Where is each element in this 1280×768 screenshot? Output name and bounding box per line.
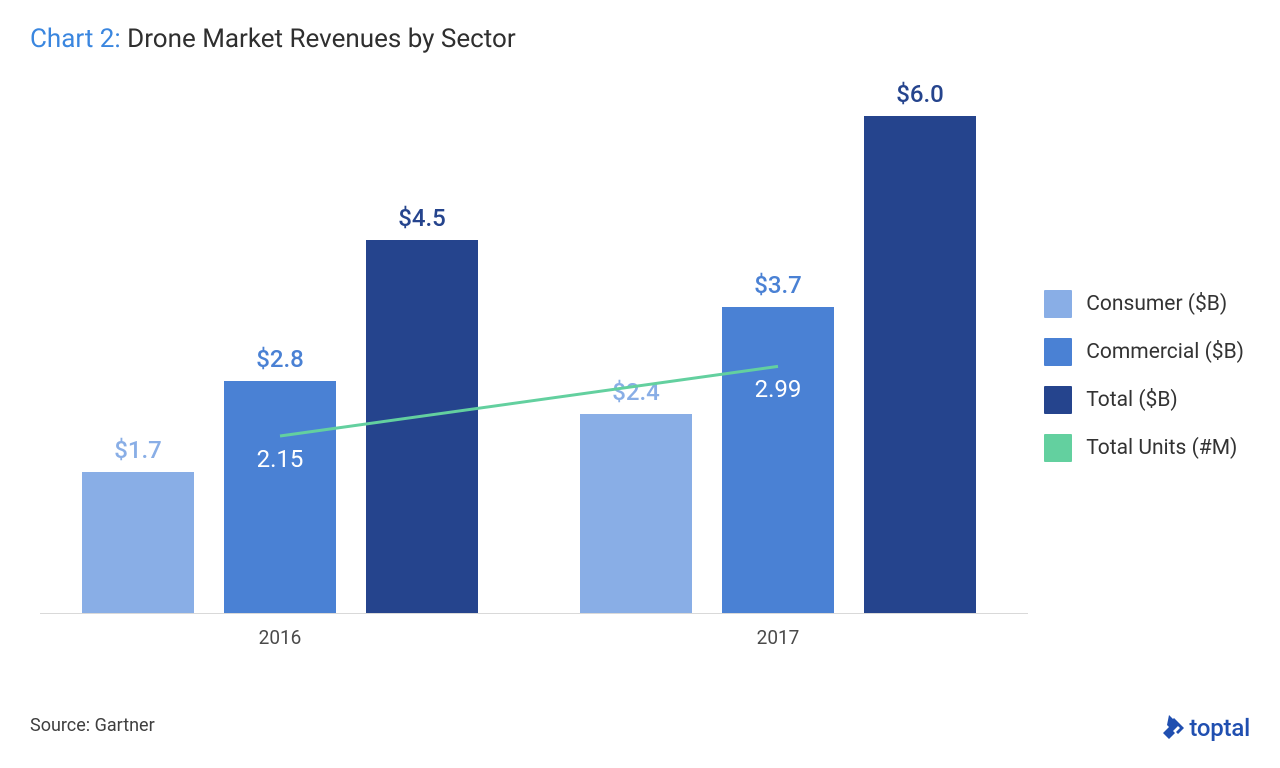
legend-label: Total Units (#M)	[1086, 436, 1237, 460]
x-category-label: 2017	[757, 626, 800, 649]
axis-tick-right	[1014, 613, 1028, 614]
chart-title-text: Drone Market Revenues by Sector	[127, 24, 516, 54]
line-value-label: 2.99	[755, 375, 802, 403]
legend-item-commercial: Commercial ($B)	[1044, 338, 1244, 366]
chart-container: Chart 2: Drone Market Revenues by Sector…	[0, 0, 1280, 768]
bar-total: $4.5	[366, 240, 478, 613]
axis-tick-left	[40, 613, 54, 614]
chart-title-prefix: Chart 2:	[30, 24, 121, 54]
brand-text: toptal	[1189, 714, 1250, 742]
chart-title: Chart 2: Drone Market Revenues by Sector	[30, 24, 1250, 54]
legend-item-total: Total ($B)	[1044, 386, 1244, 414]
brand-logo: toptal	[1163, 714, 1250, 742]
legend-label: Consumer ($B)	[1086, 292, 1227, 316]
source-text: Source: Gartner	[30, 715, 155, 736]
bar-total: $6.0	[864, 116, 976, 613]
legend-swatch	[1044, 434, 1072, 462]
bar-consumer: $2.4	[580, 414, 692, 613]
bar-value-label: $4.5	[398, 204, 446, 232]
bar-commercial: $3.72.99	[722, 307, 834, 613]
legend-swatch	[1044, 290, 1072, 318]
bar-value-label: $6.0	[896, 80, 944, 108]
toptal-icon	[1163, 715, 1185, 741]
chart-zone: $1.7$2.82.15$4.5$2.4$3.72.99$6.0 2016201…	[40, 84, 1040, 644]
plot-area: $1.7$2.82.15$4.5$2.4$3.72.99$6.0	[54, 84, 1014, 614]
bar-commercial: $2.82.15	[224, 381, 336, 613]
legend-item-units: Total Units (#M)	[1044, 434, 1244, 462]
legend-swatch	[1044, 338, 1072, 366]
bar-value-label: $1.7	[114, 436, 162, 464]
legend-item-consumer: Consumer ($B)	[1044, 290, 1244, 318]
bar-value-label: $2.8	[256, 345, 304, 373]
bar-value-label: $2.4	[612, 378, 660, 406]
bar-consumer: $1.7	[82, 472, 194, 613]
legend: Consumer ($B) Commercial ($B) Total ($B)…	[1044, 290, 1244, 482]
legend-swatch	[1044, 386, 1072, 414]
line-value-label: 2.15	[257, 445, 304, 473]
legend-label: Commercial ($B)	[1086, 340, 1244, 364]
x-category-label: 2016	[259, 626, 302, 649]
bar-value-label: $3.7	[754, 271, 802, 299]
legend-label: Total ($B)	[1086, 388, 1178, 412]
